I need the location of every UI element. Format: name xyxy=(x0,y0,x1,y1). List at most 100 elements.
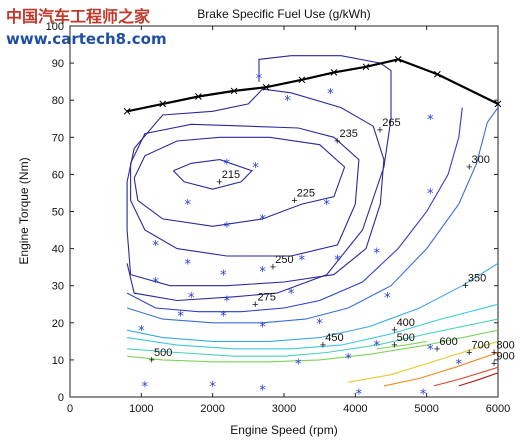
x-tick-label: 3000 xyxy=(272,403,296,415)
contour-label-marker: + xyxy=(434,343,440,355)
contour-label: 265 xyxy=(382,117,400,129)
measured-point: * xyxy=(252,161,259,176)
y-axis-label: Engine Torque (Nm) xyxy=(17,157,31,264)
x-axis: 0 1000 2000 3000 4000 5000 6000 xyxy=(67,26,510,415)
x-tick-label: 6000 xyxy=(486,403,510,415)
measured-point: * xyxy=(295,358,302,373)
watermark-text-cn: 中国汽车工程师之家 xyxy=(6,7,151,26)
contour-label: 500 xyxy=(397,332,415,344)
measured-point: * xyxy=(299,254,306,269)
contour-label-marker: + xyxy=(320,340,326,352)
max-torque-marker xyxy=(230,87,238,95)
contour-600 xyxy=(348,340,498,383)
max-torque-marker xyxy=(298,76,306,84)
contour-450 xyxy=(127,318,498,357)
measured-point: * xyxy=(259,384,266,399)
contour-label: 800 xyxy=(496,339,514,351)
contour-label: 250 xyxy=(275,254,293,266)
x-tick-label: 1000 xyxy=(129,403,153,415)
measured-point: * xyxy=(220,269,227,284)
y-tick-label: 30 xyxy=(52,281,64,293)
measured-point: * xyxy=(259,265,266,280)
x-tick-label: 0 xyxy=(67,403,73,415)
y-tick-label: 0 xyxy=(58,392,64,404)
measured-point: * xyxy=(373,246,380,261)
measured-point: * xyxy=(427,187,434,202)
plot-frame xyxy=(69,25,499,398)
contour-label: 450 xyxy=(325,332,343,344)
measured-point: * xyxy=(324,198,331,213)
measured-point: * xyxy=(209,380,216,395)
contour-label-marker: + xyxy=(291,195,297,207)
max-torque-curve xyxy=(123,56,502,115)
contour-label: 235 xyxy=(340,128,358,140)
max-torque-marker xyxy=(494,100,502,108)
contour-700 xyxy=(383,351,498,387)
measured-point: * xyxy=(138,324,145,339)
y-tick-label: 50 xyxy=(52,207,64,219)
measured-point: * xyxy=(284,94,291,109)
contour-350 xyxy=(126,262,498,342)
contour-400 xyxy=(127,303,498,350)
measured-points: * * * * * * * * * * * * * * * * * * * * * * * * * * * * * * * * * * * * * * xyxy=(138,72,462,402)
measured-point: * xyxy=(259,213,266,228)
measured-point: * xyxy=(327,87,334,102)
measured-point: * xyxy=(259,321,266,336)
x-axis-label: Engine Speed (rpm) xyxy=(230,423,337,437)
contour-300 xyxy=(126,107,498,324)
measured-point: * xyxy=(224,220,231,235)
measured-point: * xyxy=(142,380,149,395)
max-torque-marker xyxy=(434,70,441,78)
measured-point: * xyxy=(427,343,434,358)
contour-label: 700 xyxy=(471,339,489,351)
contour-labels: +215+225+235+250+265+275+300+350+400+450… xyxy=(149,117,515,370)
measured-point: * xyxy=(288,287,295,302)
contour-label: 600 xyxy=(439,336,457,348)
y-tick-label: 60 xyxy=(52,169,64,181)
measured-point: * xyxy=(184,198,191,213)
measured-point: * xyxy=(256,72,263,87)
contour-500 xyxy=(127,329,498,363)
contour-label-marker: + xyxy=(252,299,258,311)
contour-800 xyxy=(433,366,498,387)
y-axis: 0 10 20 30 40 50 60 70 80 90 100 xyxy=(46,21,498,404)
measured-point: * xyxy=(316,317,323,332)
contour-label-marker: + xyxy=(466,347,472,359)
measured-point: * xyxy=(420,387,427,402)
contour-lines xyxy=(126,55,498,387)
measured-point: * xyxy=(373,339,380,354)
contour-label: 500 xyxy=(154,347,172,359)
measured-point: * xyxy=(224,295,231,310)
max-torque-marker xyxy=(394,56,402,63)
measured-point: * xyxy=(427,113,434,128)
max-torque-marker xyxy=(159,100,167,108)
measured-point: * xyxy=(220,309,227,324)
contour-label-marker: + xyxy=(466,161,472,173)
contour-label-marker: + xyxy=(491,358,497,370)
contour-500 xyxy=(376,340,427,350)
y-tick-label: 90 xyxy=(52,58,64,70)
contour-275 xyxy=(126,107,463,313)
contour-label-marker: + xyxy=(270,262,276,274)
x-tick-label: 4000 xyxy=(343,403,367,415)
measured-point: * xyxy=(152,276,159,291)
y-tick-label: 80 xyxy=(52,95,64,107)
contour-label: 275 xyxy=(257,291,275,303)
max-torque-marker xyxy=(123,107,131,115)
contour-215 xyxy=(173,159,253,190)
y-tick-label: 70 xyxy=(52,132,64,144)
max-torque-line xyxy=(126,58,499,113)
max-torque-marker xyxy=(330,69,338,76)
watermark: 中国汽车工程师之家 www.cartech8.com xyxy=(4,2,179,55)
contour-label-marker: + xyxy=(216,176,222,188)
contour-label-marker: + xyxy=(491,347,497,359)
max-torque-marker xyxy=(362,63,370,71)
measured-point: * xyxy=(384,291,391,306)
contour-label: 215 xyxy=(222,169,240,181)
contour-235 xyxy=(130,123,360,257)
watermark-text-url: www.cartech8.com xyxy=(6,30,167,48)
contour-label-marker: + xyxy=(462,280,468,292)
watermark-logo: 中国汽车工程师之家 www.cartech8.com xyxy=(6,7,167,48)
contour-225 xyxy=(133,136,346,227)
